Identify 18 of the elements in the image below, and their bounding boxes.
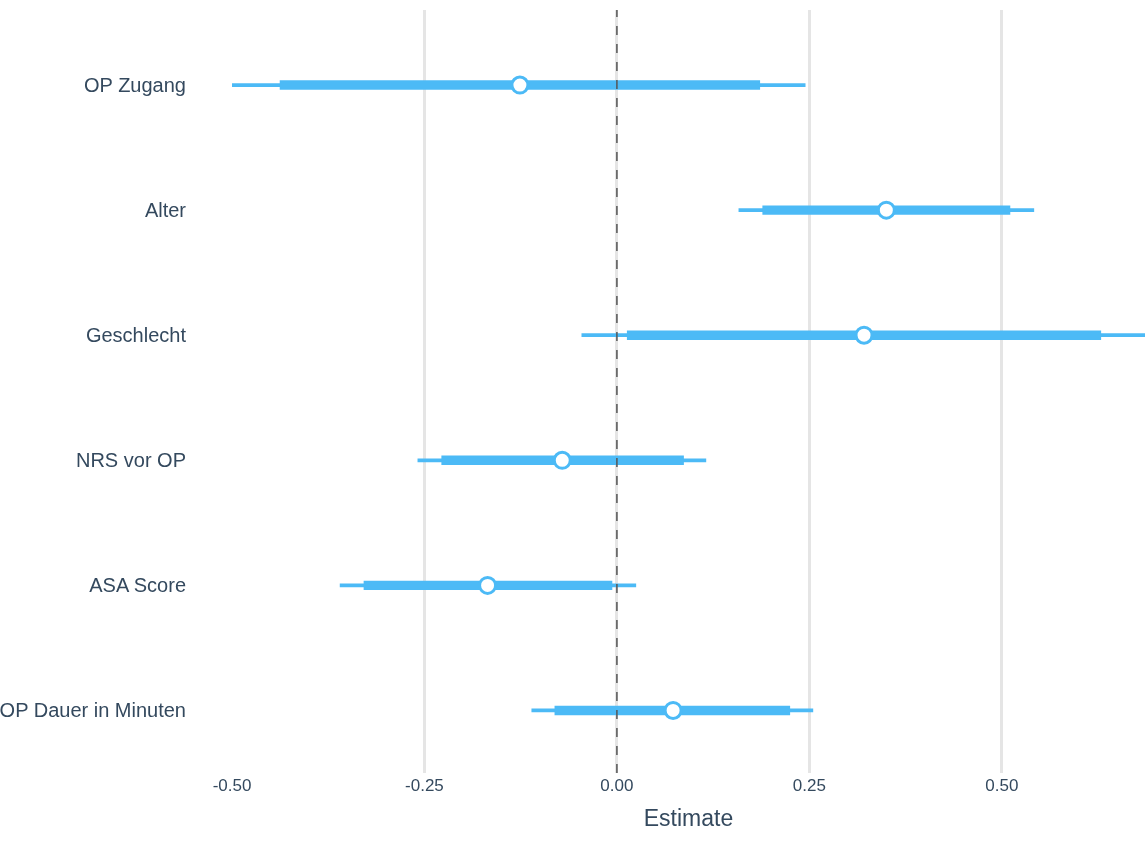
y-tick-label: Alter (144, 199, 187, 222)
x-tick-label: -0.50 (212, 776, 252, 795)
x-tick-label: 0.00 (600, 776, 634, 795)
x-axis-title: Estimate (643, 804, 734, 831)
point (510, 75, 530, 95)
y-tick-label: OP Zugang (84, 74, 186, 97)
x-tick-label: 0.25 (792, 776, 826, 795)
point (854, 325, 874, 345)
point (663, 700, 683, 720)
x-tick-label: -0.25 (405, 776, 444, 795)
y-tick-label: ASA Score (89, 574, 186, 597)
y-tick-label: Geschlecht (85, 324, 187, 347)
x-tick-label: 0.50 (985, 776, 1019, 795)
y-tick-label: OP Dauer in Minuten (0, 699, 186, 722)
point (552, 450, 572, 470)
point (876, 200, 896, 220)
y-tick-label: NRS vor OP (75, 449, 186, 472)
point (478, 575, 498, 595)
